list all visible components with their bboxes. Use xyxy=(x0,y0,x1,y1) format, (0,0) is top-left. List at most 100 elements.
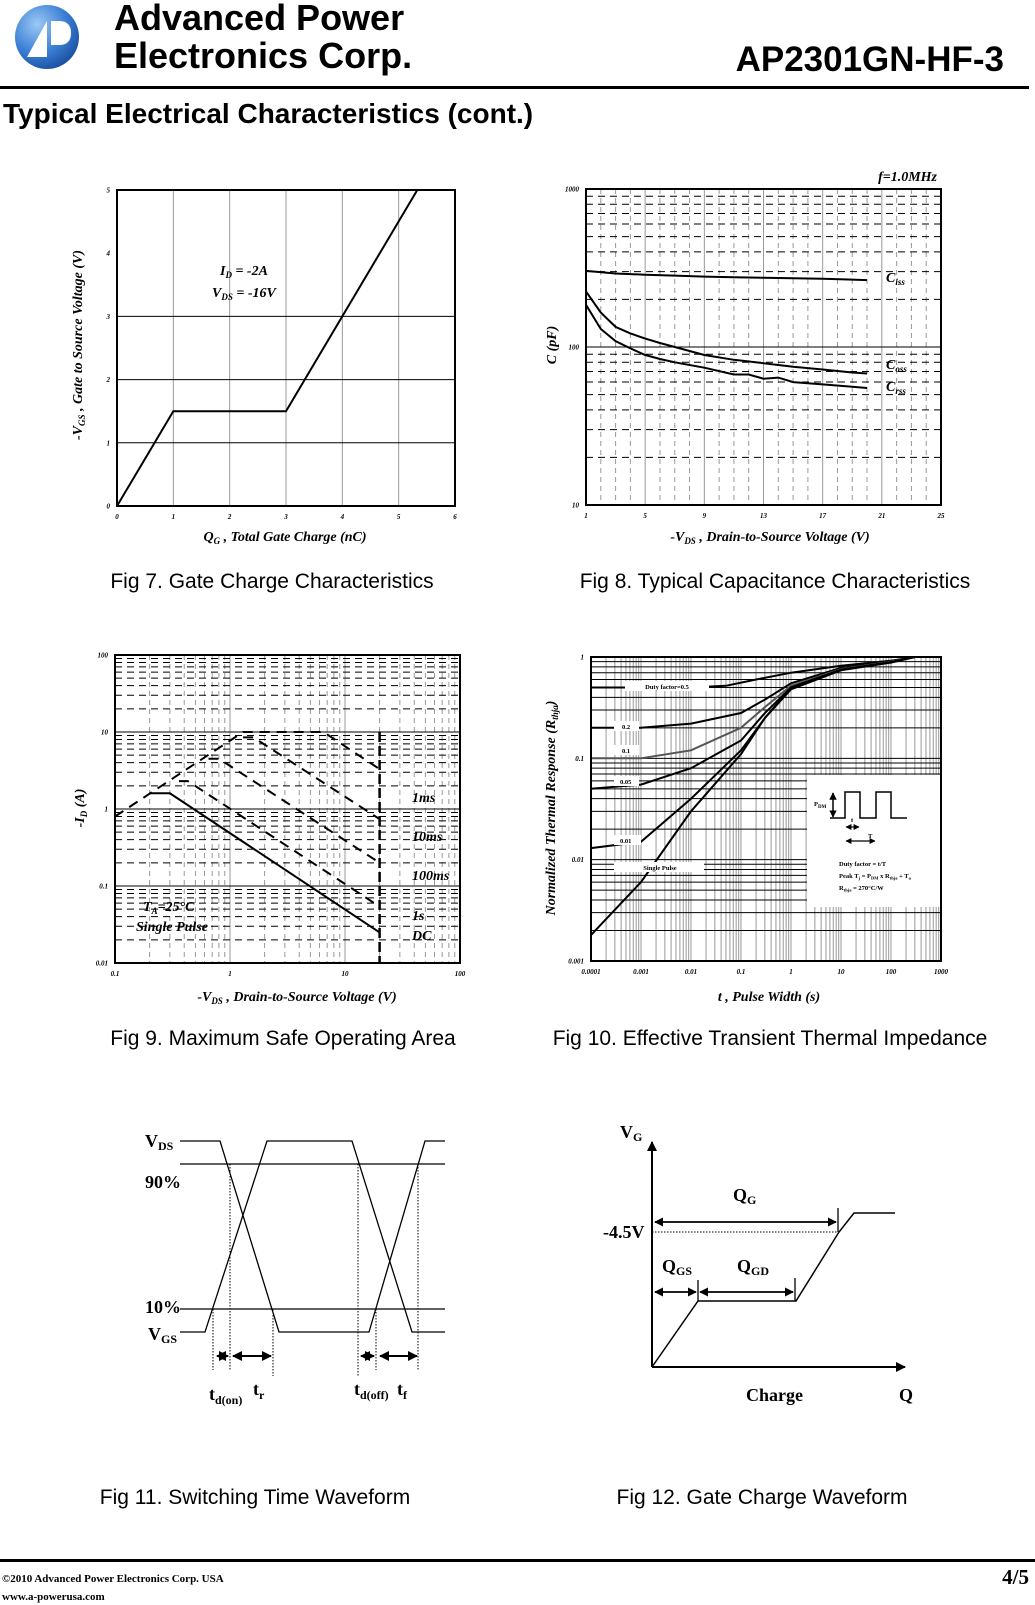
fig10-series-0-1 xyxy=(591,656,916,760)
fig10-inset: PDM t T Duty factor = t/T Peak Tj = PDM … xyxy=(807,775,940,907)
y-tick-label: 1000 xyxy=(565,186,580,194)
fig10-label-d005: 0.05 xyxy=(620,779,632,786)
inset-pdm-label: PDM xyxy=(814,801,827,810)
fig8-y-axis-label: C (pF) xyxy=(545,326,560,365)
fig9-annotation-single-pulse: Single Pulse xyxy=(136,920,208,935)
inset-duty-factor: Duty factor = t/T xyxy=(839,861,887,868)
label-td-off: td(off) xyxy=(354,1379,389,1402)
x-tick-label: 5 xyxy=(397,513,401,521)
fig8-plot-frame xyxy=(585,188,942,506)
y-tick-label: 2 xyxy=(106,376,111,384)
y-tick-label: 0.01 xyxy=(96,960,108,968)
fig7-plot-frame xyxy=(116,189,456,507)
fig8-series-crss xyxy=(585,304,868,389)
x-tick-label: 4 xyxy=(340,513,345,521)
x-tick-label: 1 xyxy=(789,968,793,976)
fig9-x-axis-label: -VDS , Drain-to-Source Voltage (V) xyxy=(197,990,396,1006)
fig10-label-d02: 0.2 xyxy=(622,724,630,731)
caption-fig11: Fig 11. Switching Time Waveform xyxy=(99,1486,411,1509)
header-divider xyxy=(0,86,1029,89)
label-qgs: QGS xyxy=(662,1256,692,1278)
x-tick-label: 21 xyxy=(877,512,885,520)
fig8-frequency-annotation: f=1.0MHz xyxy=(878,170,937,185)
x-tick-label: 0.1 xyxy=(737,968,746,976)
fig9-label-1ms: 1ms xyxy=(412,791,436,806)
fig12-gate-charge-waveform: VG -4.5V QG QGS QGD Charge Q xyxy=(603,1122,913,1405)
y-tick-label: 5 xyxy=(107,187,111,195)
fig8-label-coss: Coss xyxy=(886,358,907,374)
company-name-line2: Electronics Corp. xyxy=(114,35,413,76)
fig9-label-1s: 1s xyxy=(412,909,425,924)
y-tick-label: 100 xyxy=(98,652,109,660)
label-qgd: QGD xyxy=(737,1256,769,1278)
fig10-plot-frame xyxy=(590,656,942,962)
label-90-percent: 90% xyxy=(145,1172,181,1192)
timing-dotted-lines xyxy=(212,1164,419,1376)
fig8-series-ciss xyxy=(585,269,868,282)
caption-fig8: Fig 8. Typical Capacitance Characteristi… xyxy=(579,570,971,593)
x-tick-label: 25 xyxy=(937,512,946,520)
x-tick-label: 9 xyxy=(703,512,707,520)
fig9-grid xyxy=(115,655,460,963)
fig7-annotation-vds: VDS = -16V xyxy=(212,286,277,302)
label-td-on: td(on) xyxy=(209,1384,242,1407)
y-tick-label: 1 xyxy=(107,439,111,447)
fig10-y-axis-label: Normalized Thermal Response (Rthja) xyxy=(544,701,560,917)
fig9-label-dc: DC xyxy=(411,929,432,944)
fig7-x-axis-label: QG , Total Gate Charge (nC) xyxy=(203,530,366,546)
x-tick-label: 100 xyxy=(455,970,466,978)
y-tick-label: 100 xyxy=(569,344,580,352)
x-tick-label: 1 xyxy=(228,970,232,978)
inset-rthja: Rthja = 270°C/W xyxy=(839,885,884,893)
fig10-x-axis-label: t , Pulse Width (s) xyxy=(718,990,820,1005)
fig7-y-axis-label: -VGS , Gate to Source Voltage (V) xyxy=(71,250,87,440)
y-tick-label: 0.1 xyxy=(99,883,108,891)
inset-period-label: T xyxy=(868,833,873,840)
fig10-label-single-pulse: Single Pulse xyxy=(643,865,677,872)
fig9-annotation-ta: TA=25°C xyxy=(143,900,195,916)
x-tick-label: 10 xyxy=(342,970,350,978)
caption-fig9: Fig 9. Maximum Safe Operating Area xyxy=(110,1027,456,1050)
fig10-series-labels: Duty factor=0.5 0.2 0.1 0.05 0.01 Single… xyxy=(614,681,709,872)
fig8-label-ciss: Ciss xyxy=(886,271,905,287)
vds-waveform xyxy=(180,1140,445,1333)
inset-t-label: t xyxy=(851,817,854,824)
x-tick-label: 0 xyxy=(115,513,119,521)
fig11-switching-waveform: VDS 90% 10% VGS td(on) tr td(off) tf xyxy=(145,1131,445,1407)
y-tick-label: 10 xyxy=(572,502,580,510)
company-name-line1: Advanced Power xyxy=(114,0,405,38)
fig7-grid xyxy=(117,190,455,506)
y-tick-label: 3 xyxy=(106,313,111,321)
footer-website[interactable]: www.a-powerusa.com xyxy=(2,1591,105,1603)
caption-fig10: Fig 10. Effective Transient Thermal Impe… xyxy=(552,1027,988,1050)
fig8-x-axis-label: -VDS , Drain-to-Source Voltage (V) xyxy=(670,530,869,546)
x-tick-label: 1000 xyxy=(934,968,949,976)
label-vgs: VGS xyxy=(148,1324,177,1346)
fig10-label-d05: Duty factor=0.5 xyxy=(645,684,690,691)
fig9-series-dc xyxy=(149,792,381,934)
x-tick-label: 100 xyxy=(886,968,897,976)
part-number: AP2301GN-HF-3 xyxy=(735,40,1004,79)
fig8-capacitance-chart: 1 5 9 13 17 21 25 10 100 1000 xyxy=(565,186,945,521)
y-tick-label: 0 xyxy=(107,503,111,511)
x-tick-label: 0.0001 xyxy=(581,968,600,976)
caption-fig12: Fig 12. Gate Charge Waveform xyxy=(616,1486,908,1509)
y-tick-label: 10 xyxy=(101,729,109,737)
x-tick-label: 2 xyxy=(227,513,232,521)
fig9-series-10ms xyxy=(243,736,381,820)
y-tick-label: 0.001 xyxy=(568,958,584,966)
fig8-grid xyxy=(586,189,941,505)
fig7-gate-charge-chart: 0 1 2 3 4 5 6 0 1 2 3 4 5 xyxy=(106,187,458,522)
vgs-waveform xyxy=(180,1140,445,1333)
y-tick-label: 1 xyxy=(105,806,109,814)
x-tick-label: 13 xyxy=(760,512,768,520)
label-q: Q xyxy=(899,1385,913,1405)
label-gate-level: -4.5V xyxy=(603,1222,645,1242)
fig7-series-limit xyxy=(116,189,419,507)
x-tick-label: 1 xyxy=(172,513,176,521)
y-tick-label: 0.01 xyxy=(572,856,584,864)
company-logo xyxy=(15,5,79,69)
fig9-label-10ms: 10ms xyxy=(412,830,443,845)
